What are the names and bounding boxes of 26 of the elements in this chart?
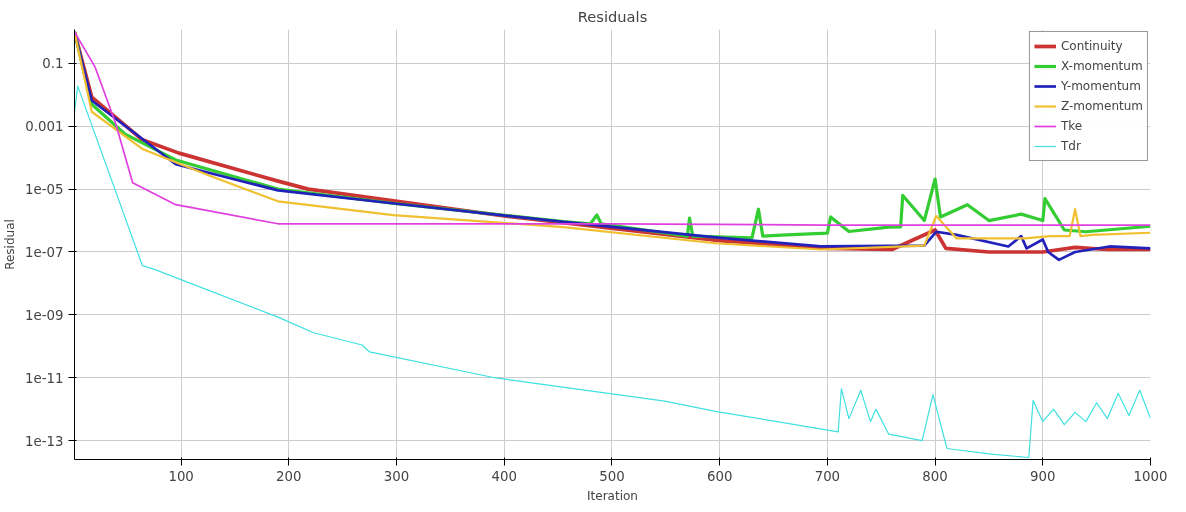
x-axis-title: Iteration <box>587 488 638 503</box>
y-tick-label: 1e-09 <box>25 307 64 323</box>
y-tick-label: 1e-07 <box>25 245 64 260</box>
x-tick-label: 400 <box>491 468 517 484</box>
x-tick-label: 700 <box>814 468 841 484</box>
legend-label: Z-momentum <box>1060 99 1143 113</box>
legend-label: Continuity <box>1060 39 1123 53</box>
y-tick-label: 1e-05 <box>25 182 64 198</box>
x-tick-label: 1000 <box>1133 468 1168 484</box>
legend-label: X-momentum <box>1060 59 1143 73</box>
x-tick-label: 200 <box>276 468 302 484</box>
x-tick-label: 900 <box>1030 468 1056 484</box>
x-tick-label: 800 <box>922 468 948 484</box>
y-axis-title: Residual <box>3 219 18 270</box>
y-tick-label: 0.1 <box>42 56 64 72</box>
y-tick-label: 1e-11 <box>25 370 64 386</box>
x-tick-label: 300 <box>383 468 410 484</box>
y-tick-label: 0.001 <box>25 119 64 135</box>
legend-label: Tdr <box>1060 139 1081 153</box>
chart-title: Residuals <box>577 7 648 25</box>
y-tick-label: 1e-13 <box>25 433 64 449</box>
x-tick-label: 500 <box>599 468 625 484</box>
x-tick-label: 600 <box>706 468 733 484</box>
x-tick-label: 100 <box>168 468 194 484</box>
legend-label: Tke <box>1060 119 1083 133</box>
legend-label: Y-momentum <box>1060 79 1141 93</box>
